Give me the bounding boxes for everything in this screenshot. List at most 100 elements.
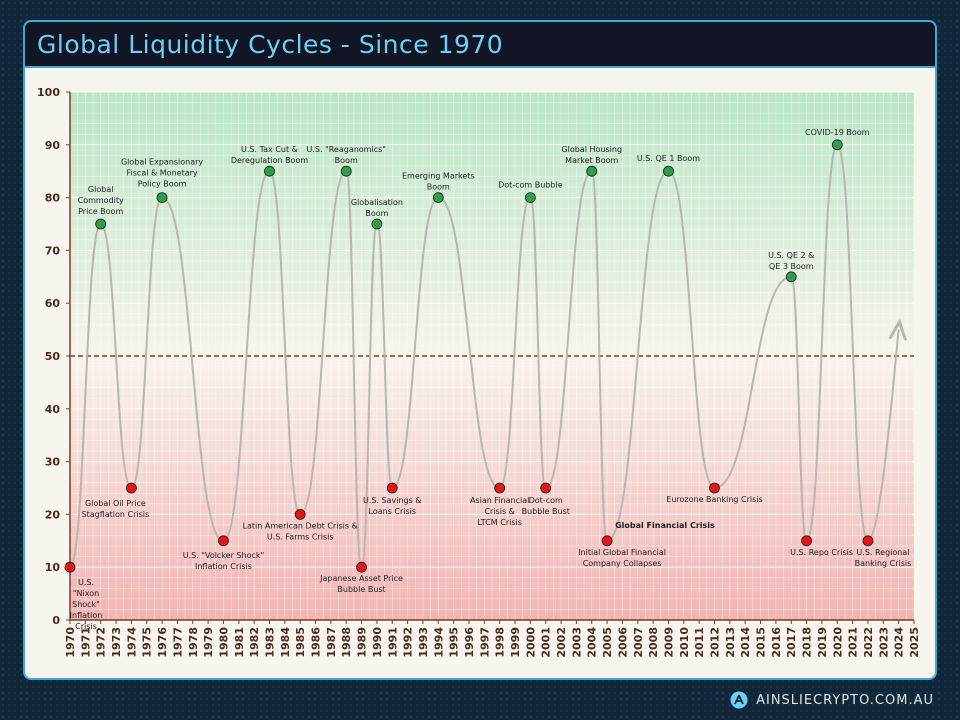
crisis-point [540,482,552,494]
x-tick-label: 2015 [755,627,768,658]
x-tick-label: 1971 [79,627,92,658]
x-tick-label: 2024 [893,627,906,658]
crisis-point [709,482,720,494]
point-label: Emerging Markets Boom [402,172,475,192]
y-tick-label: 70 [45,244,61,257]
brand-name: AINSLIECRYPTO.COM.AU [756,692,934,708]
x-tick-label: 1982 [248,627,261,658]
boom-point [340,165,352,177]
point-label: Japanese Asset Price Bubble Bust [319,574,403,594]
point-label: Eurozone Banking Crisis [666,495,762,504]
boom-point [156,192,168,204]
x-tick-label: 2010 [678,627,691,658]
x-tick-label: 1978 [187,627,200,658]
crisis-point [801,535,812,547]
y-tick-label: 40 [45,403,61,416]
data-points [64,139,874,573]
crisis-point [386,482,398,494]
x-tick-label: 2003 [570,627,583,658]
y-tick-label: 90 [45,139,61,152]
x-tick-label: 2001 [540,627,553,658]
point-label: U.S. "Reaganomics" Boom [306,145,385,165]
point-label: U.S. "Volcker Shock" Inflation Crisis [183,551,264,571]
x-tick-label: 1974 [125,627,138,658]
point-label: Dot-com Bubble [498,181,563,190]
point-label: Global Expansionary Fiscal & Monetary Poli… [121,158,203,189]
x-tick-label: 1972 [95,627,108,658]
x-tick-label: 1995 [448,627,461,658]
y-tick-label: 100 [37,86,60,99]
x-tick-label: 2021 [847,627,860,658]
x-tick-label: 1981 [233,627,246,658]
x-tick-label: 1996 [463,627,476,658]
x-tick-label: 1990 [371,627,384,658]
crisis-point [64,561,76,573]
x-tick-label: 2025 [908,627,921,658]
x-tick-label: 2006 [616,627,629,658]
boom-point [432,192,444,204]
x-tick-label: 2012 [709,627,722,658]
x-tick-label: 1985 [294,627,307,658]
y-tick-label: 0 [52,614,60,627]
crisis-point [862,535,874,547]
point-label: Latin American Debt Crisis & U.S. Farms C… [243,521,358,541]
point-label: U.S. QE 1 Boom [637,154,700,163]
boom-point [371,218,383,230]
x-tick-label: 2009 [662,627,675,658]
point-label: Asian Financial Crisis & LTCM Crisis [470,496,529,527]
boom-point [663,165,674,177]
x-tick-label: 2020 [831,627,844,658]
ainslie-logo-icon [730,691,748,709]
boom-point [831,139,843,151]
x-tick-label: 2005 [601,627,614,658]
x-tick-label: 1983 [263,627,276,658]
x-tick-label: 2011 [693,627,706,658]
point-label: Dot-com Bubble Bust [522,496,570,516]
x-tick-label: 2008 [647,627,660,658]
x-tick-label: 2007 [632,627,645,658]
x-tick-label: 1999 [509,627,522,658]
point-label: U.S. QE 2 & QE 3 Boom [768,251,814,271]
x-tick-label: 2018 [801,627,814,658]
y-tick-label: 30 [45,456,61,469]
page-title: Global Liquidity Cycles - Since 1970 [37,30,504,59]
x-tick-label: 2013 [724,627,737,658]
y-tick-label: 50 [45,350,61,363]
x-tick-label: 1973 [110,627,123,658]
crisis-point [125,482,137,494]
x-tick-label: 1979 [202,627,215,658]
y-tick-label: 10 [45,561,61,574]
x-tick-label: 2022 [862,627,875,658]
x-tick-label: 1984 [279,627,292,658]
point-label: Global Oil Price Stagflation Crisis [82,499,150,519]
x-tick-label: 2004 [586,627,599,658]
point-label: Global Commodity Price Boom [78,185,124,216]
x-tick-label: 2016 [770,627,783,658]
x-tick-label: 1975 [141,627,154,658]
crisis-point [218,535,229,547]
point-label: COVID-19 Boom [805,128,870,137]
point-label: U.S. Savings & Loans Crisis [363,496,422,516]
x-tick-label: 2000 [524,627,537,658]
title-bar: Global Liquidity Cycles - Since 1970 [25,22,935,68]
point-label: Global Housing Market Boom [561,145,622,165]
x-tick-label: 1998 [494,627,507,658]
y-tick-label: 60 [45,297,61,310]
x-tick-label: 2002 [555,627,568,658]
point-label: U.S. Regional Banking Crisis [855,548,912,568]
trend-arrow [867,330,899,542]
x-tick-label: 2019 [816,627,829,658]
boom-point [264,165,275,177]
boom-point [95,218,107,230]
x-tick-label: 1994 [432,627,445,658]
x-tick-label: 2014 [739,627,752,658]
point-label: Initial Global Financial Company Collapse… [578,548,666,568]
footer: AINSLIECRYPTO.COM.AU [730,690,934,710]
point-label: U.S. "Nixon Shock" Inflation Crisis [70,578,103,631]
x-tick-label: 1986 [310,627,323,658]
x-tick-label: 1997 [478,627,491,658]
x-tick-label: 1991 [386,627,399,658]
x-tick-label: 1987 [325,627,338,658]
